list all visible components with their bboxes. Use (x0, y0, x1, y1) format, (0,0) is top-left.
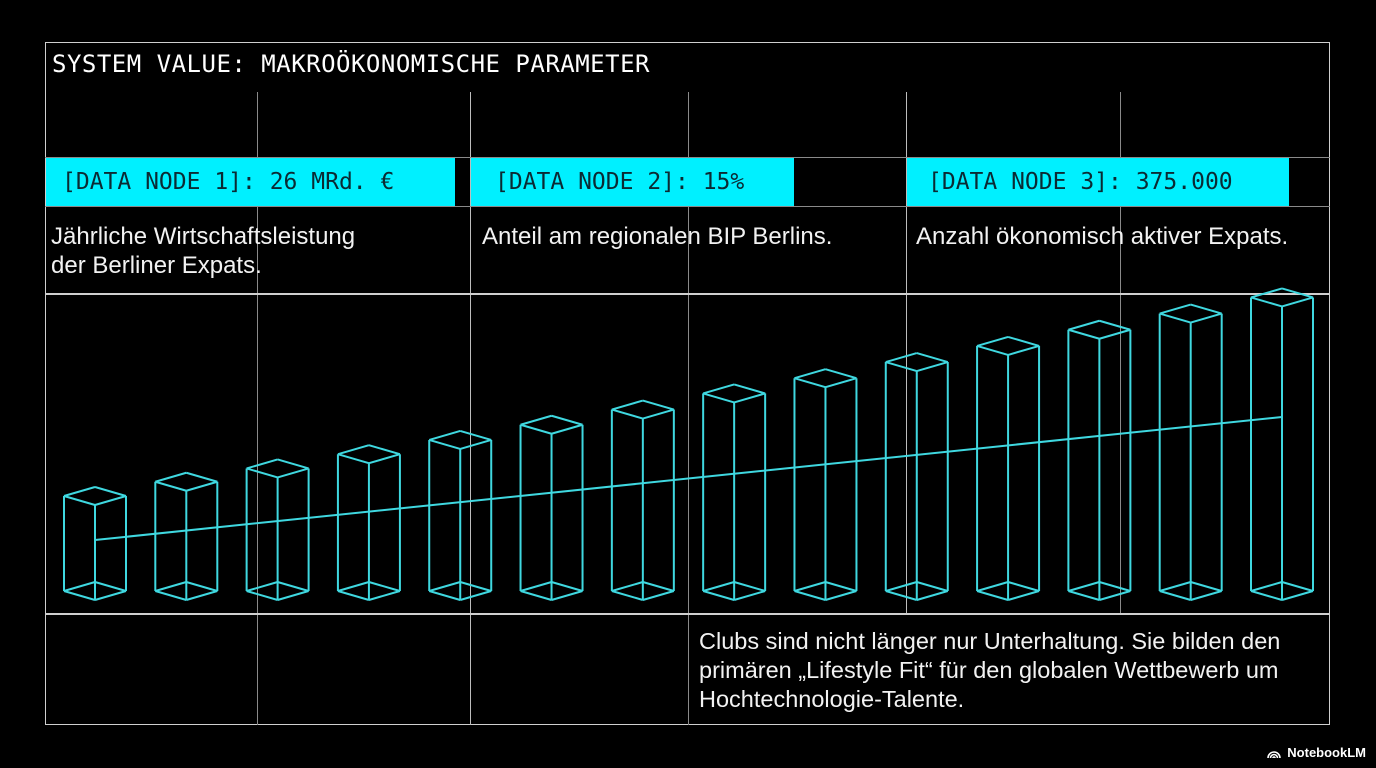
quote-line: Hochtechnologie-Talente. (699, 686, 965, 712)
description-line: Jährliche Wirtschaftsleistung (51, 223, 356, 250)
data-node-1-description: Jährliche Wirtschaftsleistung der Berlin… (51, 222, 355, 280)
grid-hline (45, 293, 1330, 295)
grid-hline (45, 206, 1330, 207)
main-frame (45, 42, 1330, 725)
grid-vline (257, 92, 258, 725)
description-line: Anteil am regionalen BIP Berlins. (482, 223, 833, 250)
notebooklm-logo-icon (1267, 750, 1282, 758)
brand-name: NotebookLM (1287, 745, 1366, 760)
data-node-2-description: Anteil am regionalen BIP Berlins. (482, 222, 832, 251)
grid-hline (45, 157, 1330, 158)
grid-hline (45, 613, 1330, 615)
data-node-3-label: [DATA NODE 3]: 375.000 (928, 169, 1233, 195)
quote-line: Clubs sind nicht länger nur Unterhaltung… (699, 628, 1281, 654)
grid-vline (470, 92, 471, 725)
grid-vline (906, 92, 907, 614)
data-node-2-badge: [DATA NODE 2]: 15% (471, 158, 794, 206)
brand-watermark: NotebookLM (1266, 745, 1366, 760)
grid-vline (1120, 92, 1121, 614)
grid-vline (688, 92, 689, 725)
data-node-3-description: Anzahl ökonomisch aktiver Expats. (916, 222, 1288, 251)
data-node-2-label: [DATA NODE 2]: 15% (495, 169, 745, 195)
data-node-3-badge: [DATA NODE 3]: 375.000 (907, 158, 1289, 206)
description-line: der Berliner Expats. (51, 252, 262, 279)
quote-line: primären „Lifestyle Fit“ für den globale… (699, 657, 1279, 683)
page-title: SYSTEM VALUE: MAKROÖKONOMISCHE PARAMETER (52, 50, 650, 78)
data-node-1-label: [DATA NODE 1]: 26 MRd. € (62, 169, 395, 195)
quote-text: Clubs sind nicht länger nur Unterhaltung… (699, 627, 1324, 714)
data-node-1-badge: [DATA NODE 1]: 26 MRd. € (46, 158, 455, 206)
description-line: Anzahl ökonomisch aktiver Expats. (916, 223, 1289, 250)
